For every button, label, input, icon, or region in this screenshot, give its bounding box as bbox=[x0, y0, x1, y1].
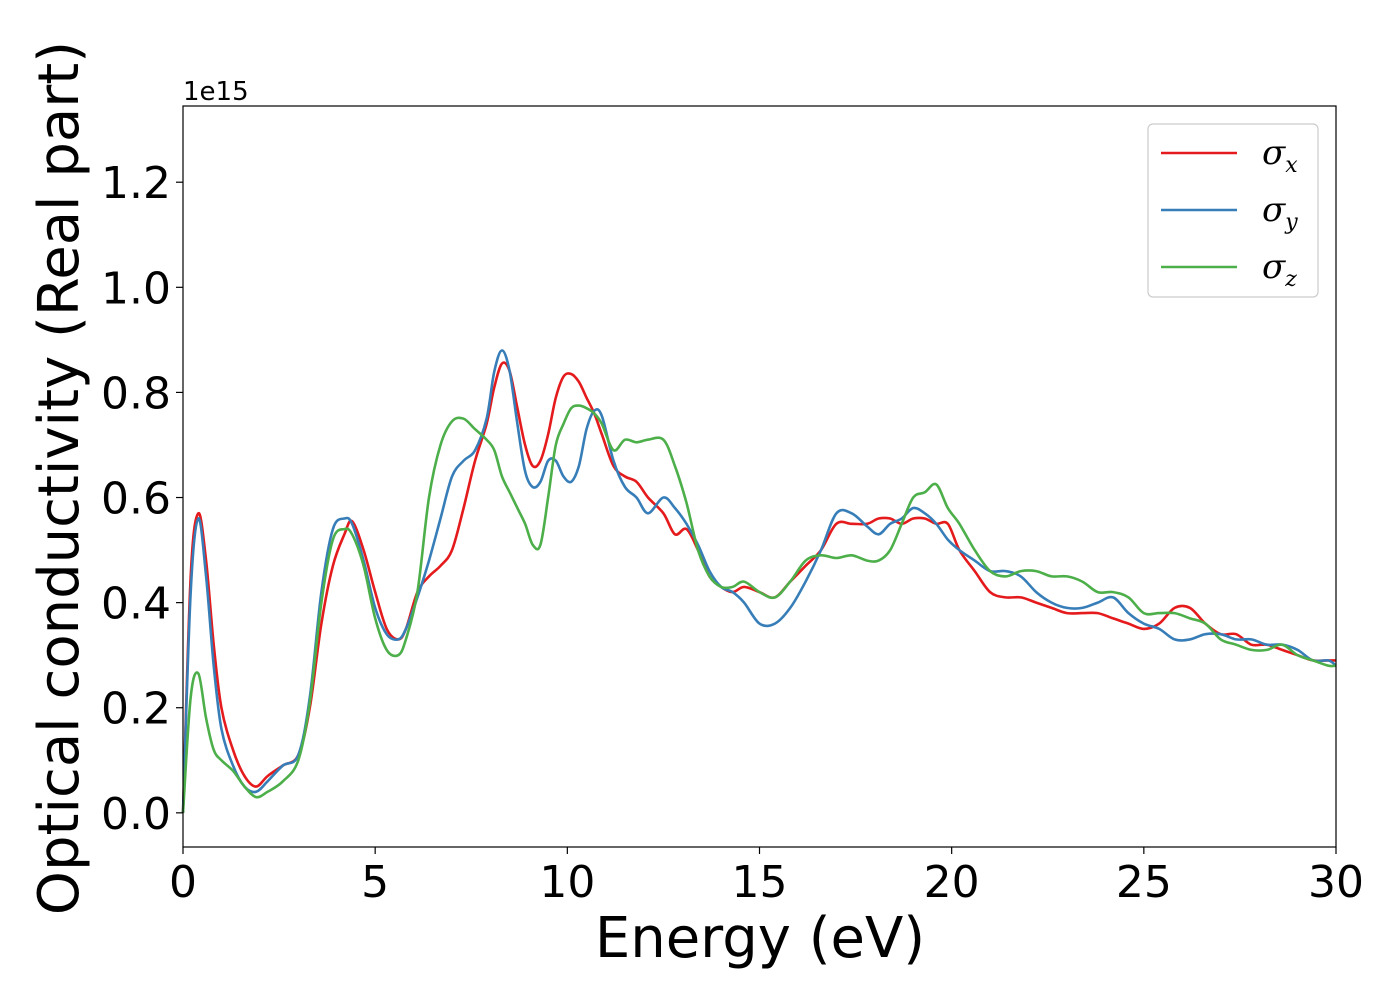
x-axis-title: Energy (eV) bbox=[595, 906, 925, 971]
series-line-sigma-y bbox=[181, 349, 1337, 813]
x-tick-label: 0 bbox=[169, 857, 197, 908]
series-line-sigma-x bbox=[181, 361, 1336, 813]
y-tick-label: 0.0 bbox=[101, 789, 171, 840]
x-tick-label: 5 bbox=[361, 857, 389, 908]
x-tick-label: 15 bbox=[732, 857, 788, 908]
y-tick-label: 1.0 bbox=[101, 263, 171, 314]
x-tick-label: 20 bbox=[924, 857, 980, 908]
axis-ticks: 0 5 10 15 20 25 30 0.0 0.2 0.4 0.6 0.8 1.0 1.2 bbox=[101, 158, 1364, 908]
series-line-sigma-z bbox=[181, 404, 1337, 813]
plot-area bbox=[181, 349, 1337, 813]
y-offset-text: 1e15 bbox=[183, 77, 249, 107]
x-tick-label: 25 bbox=[1116, 857, 1172, 908]
plot-frame bbox=[182, 105, 1337, 848]
y-tick-label: 0.6 bbox=[101, 474, 171, 525]
x-tick-label: 10 bbox=[539, 857, 595, 908]
y-tick-label: 0.8 bbox=[101, 368, 171, 419]
y-tick-label: 0.2 bbox=[101, 684, 171, 735]
x-tick-label: 30 bbox=[1308, 857, 1364, 908]
y-tick-label: 0.4 bbox=[101, 579, 171, 630]
y-axis-title: Optical conductivity (Real part) bbox=[27, 41, 92, 915]
y-tick-label: 1.2 bbox=[101, 158, 171, 209]
